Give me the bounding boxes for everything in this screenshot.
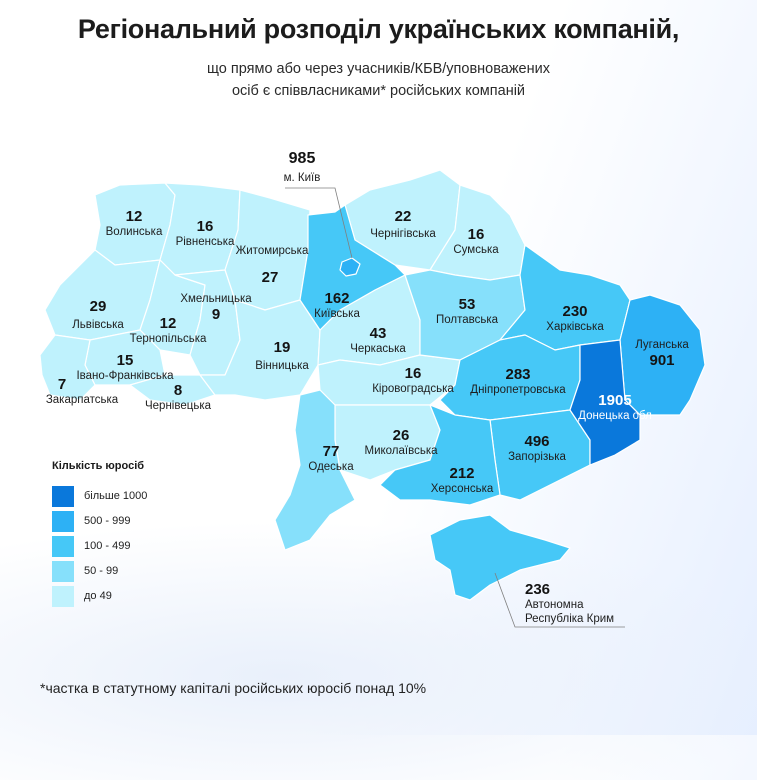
label-cherkaska: 43 Черкаська	[350, 325, 406, 355]
legend-title: Кількість юросіб	[52, 460, 145, 472]
legend-item: 100 - 499	[52, 534, 147, 558]
legend-swatch	[52, 560, 74, 582]
label-sumska: 16 Сумська	[453, 226, 499, 256]
label-chernivetska: 8 Чернівецька	[145, 382, 211, 412]
label-kyivska: 162 Київська	[314, 290, 360, 320]
legend-swatch	[52, 585, 74, 607]
label-vinnytska: 19 Вінницька	[255, 339, 309, 372]
region-zakarpatska[interactable]	[39, 334, 96, 401]
label-donetska: 1905 Донецька обл	[578, 392, 652, 422]
label-luhanska: Луганська 901	[635, 339, 689, 369]
label-odeska: 77 Одеська	[308, 443, 354, 473]
label-dnipropetrovska: 283 Дніпропетровська	[470, 366, 566, 396]
legend-swatch	[52, 485, 74, 507]
label-rivnenska: 16 Рівненська	[175, 218, 235, 248]
label-ternopilska: 12 Тернопільська	[129, 315, 207, 345]
label-khersonska: 212 Херсонська	[430, 465, 494, 495]
footnote: *частка в статутному капіталі російських…	[40, 680, 427, 696]
label-zaporizka: 496 Запорізька	[508, 433, 566, 463]
label-chernihivska: 22 Чернігівська	[370, 208, 436, 240]
label-kirovohradska: 16 Кіровоградська	[372, 365, 454, 395]
label-khmelnytska: Хмельницька 9	[180, 293, 252, 323]
kyiv-leader-line	[285, 187, 353, 259]
legend-item: 500 - 999	[52, 509, 147, 533]
page-title: Регіональний розподіл українських компан…	[77, 14, 680, 44]
legend-swatch	[52, 510, 74, 532]
ukraine-map	[39, 169, 706, 628]
label-lvivska: 29 Львівська	[72, 298, 124, 331]
label-mykolaivska: 26 Миколаївська	[364, 427, 438, 457]
legend-item: до 49	[52, 584, 147, 608]
label-kharkivska: 230 Харківська	[546, 303, 604, 333]
subtitle-line-2: осіб є співвласниками* російських компан…	[231, 83, 526, 99]
label-kyiv-city: 985 м. Київ	[283, 150, 321, 184]
legend-item: більше 1000	[52, 484, 147, 508]
subtitle-line-1: що прямо або через учасників/КБВ/уповнов…	[207, 61, 550, 77]
label-zhytomyrska-value: 27	[261, 269, 279, 286]
label-zhytomyrska: Житомирська	[235, 245, 309, 257]
map-legend: Кількість юросіб більше 1000 500 - 999 1…	[52, 460, 147, 609]
region-crimea[interactable]	[429, 514, 571, 601]
legend-item: 50 - 99	[52, 559, 147, 583]
label-ivano-frankivska: 15 Івано-Франківська	[76, 352, 174, 382]
region-odeska[interactable]	[274, 389, 356, 551]
label-volynska: 12 Волинська	[105, 208, 163, 238]
label-crimea: 236 Автономна Республіка Крим	[525, 581, 615, 625]
label-poltavska: 53 Полтавська	[435, 296, 499, 326]
legend-swatch	[52, 535, 74, 557]
region-khersonska[interactable]	[379, 404, 501, 506]
region-donetska[interactable]	[569, 339, 641, 466]
label-zakarpatska: 7 Закарпатська	[45, 376, 119, 406]
crimea-leader-line	[494, 572, 625, 628]
